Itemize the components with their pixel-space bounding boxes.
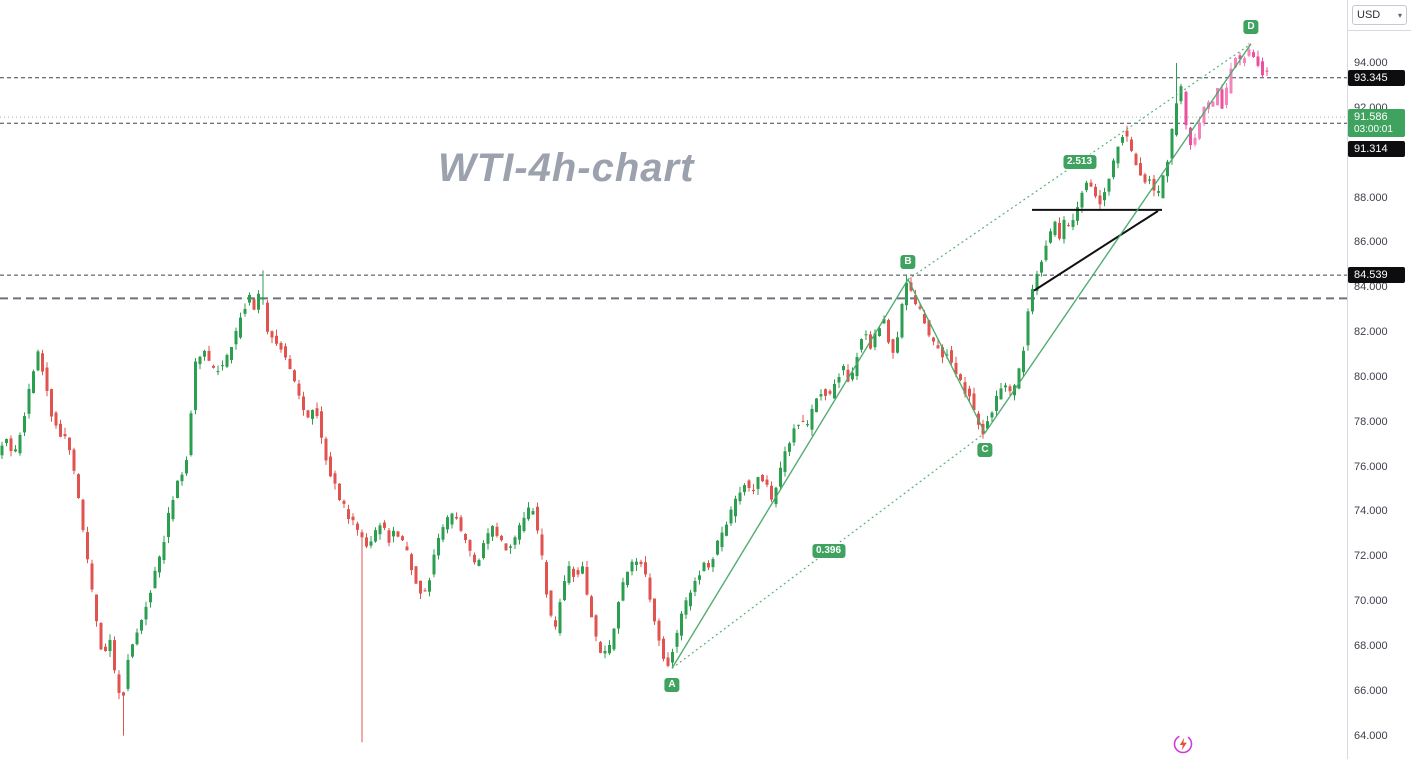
price-tick-label: 94.000 xyxy=(1354,57,1388,69)
price-tick-label: 64.000 xyxy=(1354,730,1388,742)
pattern-point-B[interactable]: B xyxy=(900,255,916,270)
price-tick-label: 84.000 xyxy=(1354,281,1388,293)
pattern-labels-layer: A B C D 0.396 2.513 xyxy=(664,19,1259,693)
price-axis[interactable]: USD ▾ 94.00092.00090.00088.00086.00084.0… xyxy=(1347,0,1411,759)
price-tick-label: 80.000 xyxy=(1354,371,1388,383)
price-tick-label: 86.000 xyxy=(1354,236,1388,248)
last-price-value: 91.586 xyxy=(1354,111,1388,123)
price-level-badge: 91.314 xyxy=(1348,141,1405,157)
countdown-timer: 03:00:01 xyxy=(1354,124,1393,135)
chart-watermark: WTI-4h-chart xyxy=(438,146,695,190)
pattern-point-C[interactable]: C xyxy=(977,442,993,457)
chart-pane[interactable]: WTI-4h-chart A B C D 0.396 2.513 xyxy=(0,0,1347,759)
currency-label: USD xyxy=(1357,9,1381,21)
pattern-ratio-label[interactable]: 2.513 xyxy=(1062,154,1097,169)
price-tick-label: 70.000 xyxy=(1354,595,1388,607)
price-tick-label: 72.000 xyxy=(1354,550,1388,562)
price-tick-label: 66.000 xyxy=(1354,685,1388,697)
price-tick-label: 76.000 xyxy=(1354,461,1388,473)
pattern-point-A[interactable]: A xyxy=(664,678,680,693)
price-axis-header: USD ▾ xyxy=(1348,0,1411,31)
replay-lightning-icon[interactable] xyxy=(1172,733,1194,755)
price-tick-label: 78.000 xyxy=(1354,416,1388,428)
price-level-badge: 93.345 xyxy=(1348,70,1405,86)
last-price-badge: 91.586 03:00:01 xyxy=(1348,109,1405,137)
price-tick-label: 82.000 xyxy=(1354,326,1388,338)
price-tick-label: 68.000 xyxy=(1354,640,1388,652)
pattern-point-D[interactable]: D xyxy=(1243,19,1259,34)
chevron-down-icon: ▾ xyxy=(1397,10,1402,20)
price-level-badge: 84.539 xyxy=(1348,267,1405,283)
price-tick-label: 74.000 xyxy=(1354,505,1388,517)
price-tick-label: 88.000 xyxy=(1354,192,1388,204)
currency-dropdown[interactable]: USD ▾ xyxy=(1352,5,1407,25)
pattern-ratio-label[interactable]: 0.396 xyxy=(811,543,846,558)
price-chart-canvas[interactable] xyxy=(0,0,1347,759)
